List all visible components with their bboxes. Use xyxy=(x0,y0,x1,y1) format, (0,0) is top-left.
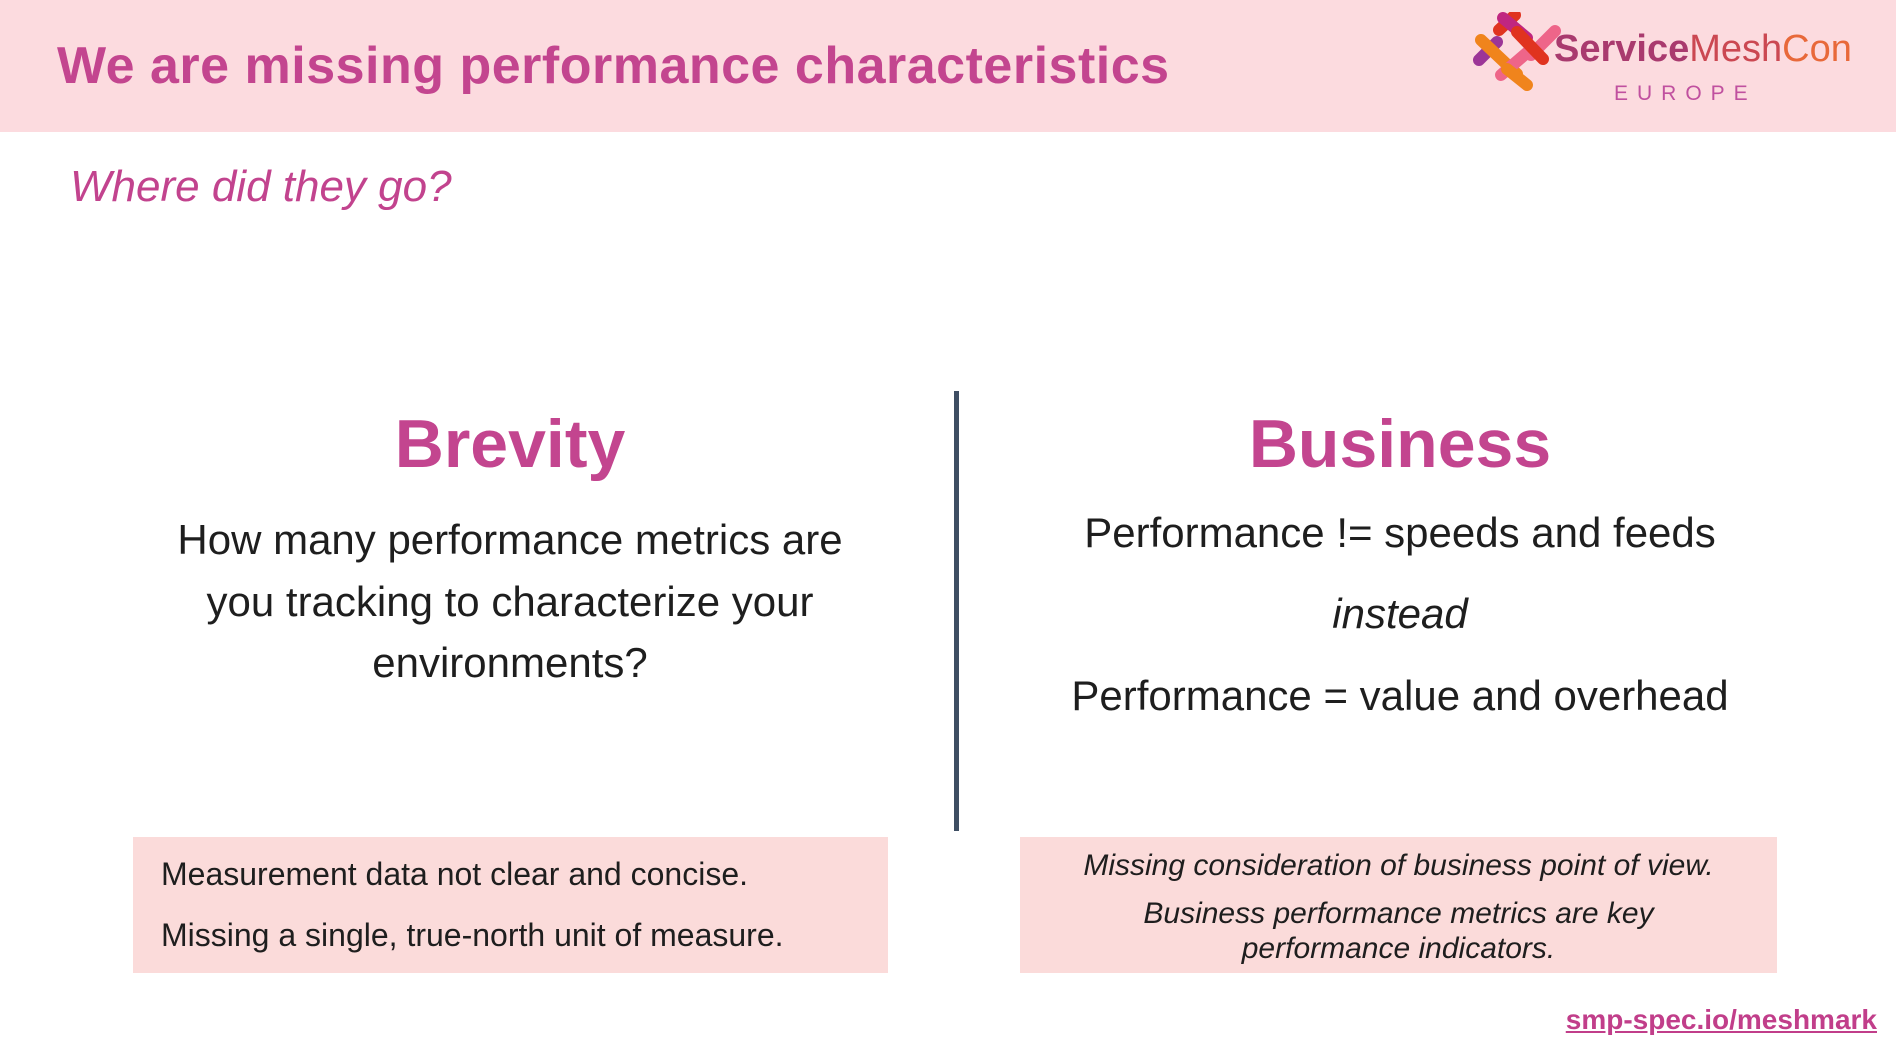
business-line-instead: instead xyxy=(1332,590,1468,638)
business-line: Performance = value and overhead xyxy=(1071,671,1729,719)
brevity-question: How many performance metrics are you tra… xyxy=(177,516,843,687)
brevity-note-box: Measurement data not clear and concise. … xyxy=(133,837,888,973)
business-heading: Business xyxy=(1248,406,1552,482)
logo-word-con: Con xyxy=(1782,28,1852,70)
business-note-box: Missing consideration of business point … xyxy=(1020,837,1777,973)
logo-wordmark: ServiceMeshCon xyxy=(1554,30,1852,68)
note-line: Missing consideration of business point … xyxy=(1083,849,1714,882)
brevity-column: Brevity How many performance metrics are… xyxy=(95,405,925,694)
logo-word-service: Service xyxy=(1554,28,1690,70)
subtitle: Where did they go? xyxy=(70,162,452,211)
servicemeshcon-logo: ServiceMeshCon EUROPE xyxy=(1466,0,1896,132)
business-column: Business Performance != speeds and feeds… xyxy=(980,405,1820,753)
brevity-heading: Brevity xyxy=(394,406,626,482)
logo-region-label: EUROPE xyxy=(1614,82,1757,105)
note-line: Business performance metrics are key per… xyxy=(1143,897,1654,966)
business-line: Performance != speeds and feeds xyxy=(1084,509,1716,556)
slide-header: We are missing performance characteristi… xyxy=(0,0,1896,132)
logo-word-mesh: Mesh xyxy=(1689,28,1783,70)
mesh-weave-icon xyxy=(1473,12,1561,91)
note-line: Missing a single, true-north unit of mea… xyxy=(161,917,784,953)
column-divider xyxy=(954,391,959,831)
footer-link[interactable]: smp-spec.io/meshmark xyxy=(1565,1004,1877,1035)
page-title: We are missing performance characteristi… xyxy=(57,37,1170,95)
note-line: Measurement data not clear and concise. xyxy=(161,856,748,892)
